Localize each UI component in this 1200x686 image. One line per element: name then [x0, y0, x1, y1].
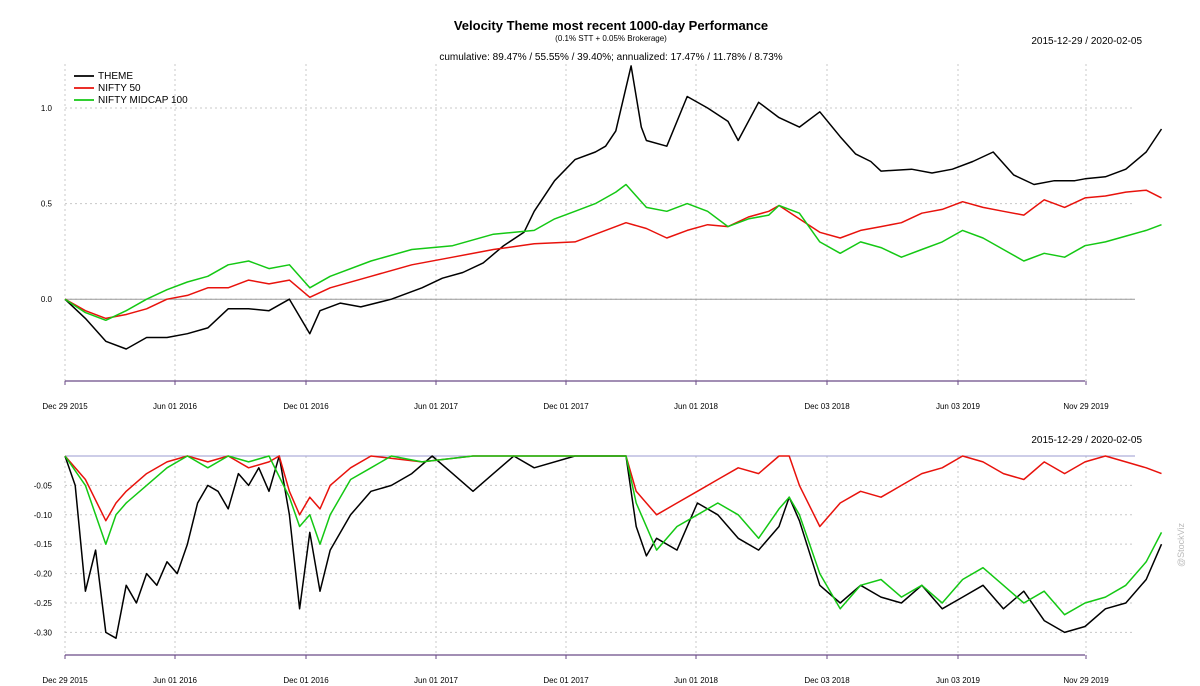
performance-summary: cumulative: 89.47% / 55.55% / 39.40%; an… [439, 52, 782, 63]
legend-label-midcap: NIFTY MIDCAP 100 [98, 95, 188, 106]
legend: THEME NIFTY 50 NIFTY MIDCAP 100 [74, 71, 188, 106]
x-tick-label: Jun 03 2019 [936, 402, 981, 411]
chart-subtitle: (0.1% STT + 0.05% Brokerage) [555, 34, 667, 43]
y-tick-label: -0.30 [34, 628, 53, 637]
y-tick-label: -0.05 [34, 481, 53, 490]
series-line-theme [64, 65, 1163, 350]
x-tick-label: Dec 29 2015 [42, 402, 88, 411]
x-tick-label: Dec 01 2016 [283, 676, 329, 685]
y-tick-label: 1.0 [41, 104, 53, 113]
series-line-nifty-50 [64, 455, 1162, 528]
y-tick-label: -0.20 [34, 570, 53, 579]
x-tick-label: Dec 01 2017 [543, 676, 589, 685]
date-range-top: 2015-12-29 / 2020-02-05 [1031, 36, 1142, 47]
x-tick-label: Dec 03 2018 [804, 676, 850, 685]
y-tick-label: -0.25 [34, 599, 53, 608]
x-tick-label: Dec 29 2015 [42, 676, 88, 685]
y-tick-label: 0.0 [41, 295, 53, 304]
legend-label-nifty50: NIFTY 50 [98, 83, 141, 94]
x-tick-label: Nov 29 2019 [1063, 676, 1109, 685]
watermark: @StockViz [1176, 523, 1186, 567]
x-tick-label: Nov 29 2019 [1063, 402, 1109, 411]
series-line-nifty-50 [64, 189, 1162, 320]
y-tick-label: 0.5 [41, 200, 53, 209]
x-tick-label: Dec 01 2017 [543, 402, 589, 411]
x-tick-label: Jun 01 2016 [153, 402, 198, 411]
drawdown-panel: -0.05 -0.10 -0.15 -0.20 -0.25 -0.30 Dec 29 201… [34, 455, 1163, 685]
series-line-nifty-midcap-100 [64, 455, 1163, 616]
x-tick-label: Jun 01 2018 [674, 402, 719, 411]
x-tick-label: Jun 01 2016 [153, 676, 198, 685]
x-tick-label: Jun 03 2019 [936, 676, 981, 685]
x-tick-label: Dec 01 2016 [283, 402, 329, 411]
series-line-theme [64, 455, 1163, 639]
x-tick-label: Dec 03 2018 [804, 402, 850, 411]
x-tick-label: Jun 01 2017 [414, 676, 459, 685]
x-tick-label: Jun 01 2018 [674, 676, 719, 685]
x-tick-label: Jun 01 2017 [414, 402, 459, 411]
date-range-bottom: 2015-12-29 / 2020-02-05 [1031, 435, 1142, 446]
cumulative-returns-panel: 0.0 0.5 1.0 Dec 29 2015 Jun 01 2016 Dec 01 20… [41, 64, 1163, 411]
y-tick-label: -0.15 [34, 540, 53, 549]
legend-label-theme: THEME [98, 71, 133, 82]
chart-title: Velocity Theme most recent 1000-day Perf… [454, 18, 768, 33]
series-line-nifty-midcap-100 [64, 183, 1162, 322]
y-tick-label: -0.10 [34, 511, 53, 520]
